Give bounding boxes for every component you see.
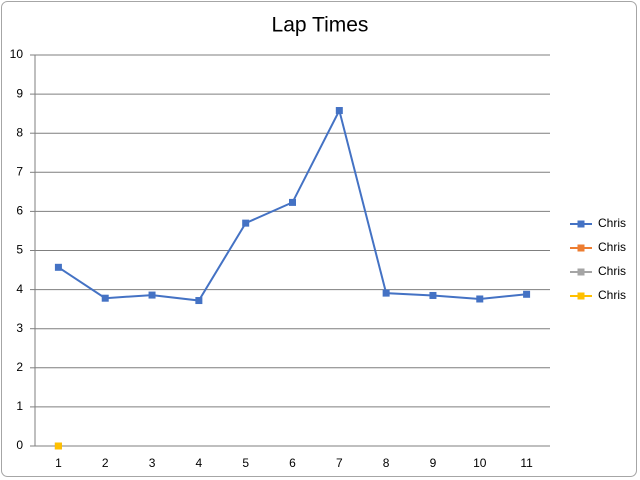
y-tick-label: 9 — [16, 86, 23, 100]
data-marker — [54, 442, 62, 450]
legend-marker — [577, 244, 585, 252]
y-tick-label: 0 — [16, 438, 23, 452]
y-tick-label: 2 — [16, 360, 23, 374]
legend-marker — [577, 292, 585, 300]
data-marker — [101, 294, 109, 302]
y-tick-label: 7 — [16, 164, 23, 178]
y-tick-label: 5 — [16, 243, 23, 257]
data-marker — [148, 291, 156, 299]
x-tick-label: 3 — [149, 456, 156, 470]
legend-label: Chris — [598, 240, 626, 254]
data-marker — [289, 198, 296, 206]
legend-label: Chris — [598, 216, 626, 230]
data-marker — [476, 295, 484, 303]
x-tick-label: 8 — [383, 456, 390, 470]
x-tick-label: 7 — [336, 456, 343, 470]
data-marker — [523, 290, 531, 298]
chart-title: Lap Times — [272, 14, 369, 37]
x-tick-label: 6 — [289, 456, 296, 470]
data-marker — [382, 289, 390, 297]
data-marker — [195, 297, 203, 305]
y-tick-label: 6 — [16, 204, 23, 218]
x-tick-label: 9 — [430, 456, 437, 470]
legend-label: Chris — [598, 264, 626, 278]
x-tick-label: 4 — [196, 456, 203, 470]
x-tick-label: 1 — [55, 456, 62, 470]
y-tick-label: 8 — [16, 125, 23, 139]
legend-marker — [577, 220, 585, 228]
y-tick-label: 10 — [10, 47, 24, 61]
x-tick-label: 11 — [520, 456, 533, 470]
x-tick-label: 2 — [102, 456, 109, 470]
data-marker — [54, 263, 62, 271]
y-tick-label: 4 — [16, 282, 23, 296]
y-tick-label: 3 — [16, 321, 23, 335]
x-tick-label: 5 — [242, 456, 249, 470]
data-marker — [242, 219, 250, 227]
data-marker — [335, 107, 343, 115]
legend-label: Chris — [598, 288, 626, 302]
data-marker — [429, 291, 437, 299]
legend-marker — [577, 268, 585, 276]
x-tick-label: 10 — [473, 456, 487, 470]
y-tick-label: 1 — [16, 399, 23, 413]
